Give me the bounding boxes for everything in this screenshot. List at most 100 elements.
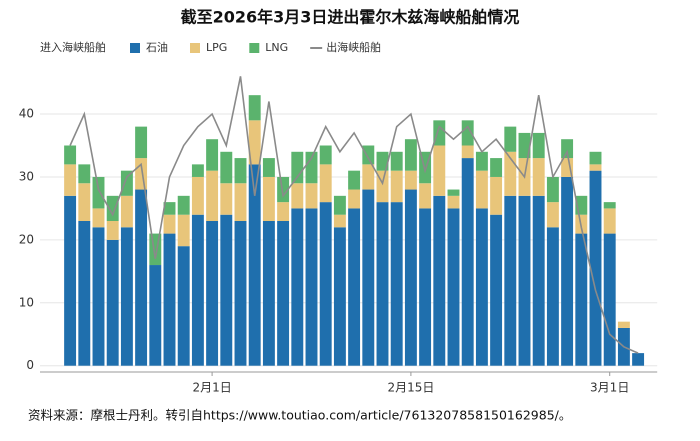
bar-segment [433,195,446,366]
bar-segment [376,151,389,171]
bar-segment [206,139,219,171]
bar-segment [333,214,346,228]
bar-segment [78,164,91,184]
bar-segment [234,221,247,366]
bar-segment [390,151,403,171]
exit-line [69,76,639,354]
bar-segment [433,120,446,146]
legend-label: 出海峡船舶 [326,40,381,54]
bar-segment [362,189,375,366]
bar-segment [163,202,176,215]
source-note: 资料来源：摩根士丹利。转引自https://www.toutiao.com/ar… [28,408,571,423]
bar-segment [504,151,517,196]
bar-segment [149,265,162,366]
bar-segment [191,176,204,215]
bar-segment [106,195,119,221]
bar-segment [561,158,574,177]
bar-segment [206,221,219,366]
bar-segment [262,176,275,221]
bar-segment [404,189,417,366]
bar-segment [291,151,304,184]
bar-segment [92,176,105,209]
bar-segment [475,151,488,171]
bar-segment [234,158,247,184]
y-tick-label: 10 [19,295,34,309]
bar-segment [632,353,645,366]
bar-segment [589,151,602,165]
x-tick-label: 2月1日 [192,381,231,395]
bar-segment [163,214,176,234]
x-tick-label: 2月15日 [387,381,434,395]
bar-segment [419,208,432,366]
bar-segment [362,164,375,190]
bar-segment [504,195,517,366]
bar-segment [532,195,545,366]
legend-label: LPG [206,41,227,54]
bar-segment [561,176,574,366]
bar-segment [575,233,588,366]
bar-segment [390,202,403,366]
bar-segment [589,164,602,171]
bar-segment [603,208,616,234]
bar-segment [447,208,460,366]
bar-segment [589,170,602,366]
bar-segment [575,195,588,215]
bar-segment [461,120,474,146]
bar-segment [532,132,545,159]
bar-segment [120,195,133,228]
bar-segment [191,164,204,177]
bar-segment [490,214,503,366]
bar-segment [333,195,346,215]
bar-segment [177,246,190,366]
bar-segment [603,202,616,209]
bar-segment [135,158,148,190]
bar-segment [348,208,361,366]
bar-segment [220,183,233,215]
bar-segment [348,170,361,190]
bar-segment [390,170,403,203]
bar-segment [149,233,162,266]
bar-segment [234,183,247,221]
bar-segment [546,202,559,228]
bar-segment [376,170,389,203]
bar-segment [135,126,148,159]
legend-swatch [190,43,200,53]
bar-segment [262,158,275,177]
bar-segment [220,151,233,184]
bar-segment [404,139,417,171]
bar-segment [177,195,190,215]
bar-segment [277,202,290,221]
legend-title: 进入海峡船舶 [40,40,106,54]
legend-label: 石油 [146,40,168,54]
bar-segment [461,145,474,159]
bar-segment [319,164,332,203]
bar-segment [64,164,77,196]
bar-segment [248,95,261,121]
bar-segment [305,183,318,209]
bar-segment [475,208,488,366]
bar-segment [106,221,119,240]
bar-segment [518,132,531,159]
bar-segment [404,170,417,190]
bar-segment [447,189,460,196]
bar-segment [177,214,190,247]
legend-swatch [249,43,260,53]
bar-segment [248,120,261,165]
bar-segment [262,221,275,366]
bar-segment [376,202,389,366]
bar-segment [532,158,545,196]
legend-swatch [130,43,140,53]
y-tick-label: 30 [19,169,34,183]
bar-segment [120,170,133,196]
bar-segment [64,145,77,165]
bar-segment [518,195,531,366]
bar-segment [433,145,446,196]
bar-segment [603,233,616,366]
bar-segment [277,176,290,203]
bar-segment [333,227,346,366]
bar-segment [291,183,304,209]
bar-segment [305,208,318,366]
bar-segment [319,202,332,366]
bar-segment [64,195,77,366]
